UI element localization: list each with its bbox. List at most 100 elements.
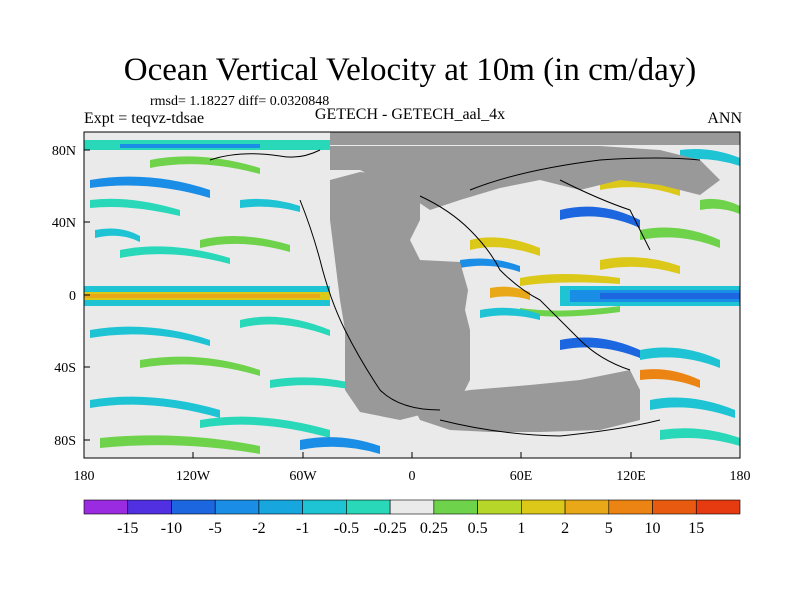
colorbar-box <box>389 499 435 515</box>
colorbar-labels: -15 -10 -5 -2 -1 -0.5 -0.25 0.25 0.5 1 2 5 10 15 <box>117 520 704 537</box>
land-region <box>330 172 470 420</box>
velocity-bands <box>84 140 740 454</box>
colorbar-label: -2 <box>252 520 265 537</box>
colorbar-box <box>171 499 216 515</box>
colorbar-box <box>127 499 172 515</box>
field-band <box>150 156 260 174</box>
colorbar-label: 2 <box>561 520 569 537</box>
field-band <box>560 337 640 358</box>
coastlines <box>209 149 701 437</box>
field-band <box>480 307 540 320</box>
colorbar-box <box>477 499 522 515</box>
colorbar-label: 1 <box>517 520 525 537</box>
colorbar-label: -10 <box>161 520 182 537</box>
season-label: ANN <box>707 110 742 127</box>
x-tick-label: 60E <box>510 469 533 484</box>
field-band <box>490 286 530 300</box>
colorbar-box <box>608 499 653 515</box>
colorbar-box <box>695 499 741 515</box>
colorbar-box <box>346 499 391 515</box>
colorbar-label: -15 <box>117 520 138 537</box>
field-band <box>240 198 300 212</box>
colorbar-box <box>258 499 303 515</box>
field-band <box>84 294 320 298</box>
field-band <box>84 286 330 292</box>
field-band <box>600 293 740 299</box>
land-region <box>410 370 640 432</box>
y-axis <box>84 149 90 441</box>
x-tick-label: 0 <box>409 469 416 484</box>
land-region <box>330 132 740 145</box>
field-band <box>600 257 680 274</box>
colorbar-label: -0.25 <box>373 520 406 537</box>
colorbar-box <box>214 499 260 515</box>
model-label: GETECH - GETECH_aal_4x <box>314 106 506 123</box>
field-band <box>300 437 380 454</box>
field-band <box>640 227 720 248</box>
field-band <box>660 428 740 446</box>
x-tick-label: 180 <box>730 469 751 484</box>
field-band <box>200 416 330 438</box>
field-band <box>520 274 620 286</box>
field-band <box>680 149 740 166</box>
colorbar-box <box>564 499 610 515</box>
x-tick-label: 120W <box>176 469 211 484</box>
colorbar-label: -5 <box>209 520 222 537</box>
coastline <box>299 199 441 411</box>
field-band <box>95 228 140 242</box>
field-band <box>460 258 520 272</box>
land-region <box>330 146 720 210</box>
y-tick-label: 40N <box>52 216 76 231</box>
x-axis <box>83 452 741 458</box>
field-band <box>90 198 180 216</box>
colorbar <box>83 499 741 515</box>
stats-line: rmsd= 1.18227 diff= 0.0320848 <box>150 94 330 109</box>
field-band <box>90 326 210 346</box>
field-band <box>120 144 260 148</box>
colorbar-label: 0.5 <box>468 520 488 537</box>
colorbar-label: -0.5 <box>334 520 359 537</box>
coastline <box>439 419 661 437</box>
coastline <box>559 179 651 251</box>
y-tick-label: 80S <box>54 434 76 449</box>
colorbar-label: 0.25 <box>420 520 448 537</box>
coastline <box>469 157 701 191</box>
colorbar-box <box>83 499 129 515</box>
colorbar-box <box>302 499 347 515</box>
field-band <box>120 246 230 264</box>
x-tick-label: 60W <box>289 469 317 484</box>
experiment-label: Expt = teqvz-tdsae <box>84 110 205 127</box>
field-band <box>640 347 720 368</box>
field-band <box>240 316 330 336</box>
colorbar-box <box>652 499 697 515</box>
land-mask <box>330 132 740 432</box>
field-band <box>100 435 260 454</box>
field-band <box>640 369 700 388</box>
colorbar-label: 10 <box>645 520 661 537</box>
figure-title: Ocean Vertical Velocity at 10m (in cm/da… <box>123 52 697 88</box>
y-tick-label: 80N <box>52 144 76 159</box>
colorbar-box <box>521 499 566 515</box>
map-field <box>84 132 740 458</box>
field-band <box>90 396 220 418</box>
colorbar-label: -1 <box>296 520 309 537</box>
coastline <box>209 149 321 161</box>
field-band <box>700 198 740 214</box>
colorbar-label: 15 <box>688 520 704 537</box>
field-band <box>140 356 260 376</box>
field-band <box>90 176 210 198</box>
colorbar-box <box>433 499 478 515</box>
x-tick-label: 180 <box>74 469 95 484</box>
colorbar-label: 5 <box>605 520 613 537</box>
coastline <box>419 195 631 371</box>
field-band <box>470 237 540 256</box>
x-tick-label: 120E <box>616 469 646 484</box>
field-band <box>200 236 290 252</box>
y-tick-label: 0 <box>69 289 76 304</box>
y-tick-label: 40S <box>54 361 76 376</box>
field-band <box>650 397 735 418</box>
field-band <box>560 206 640 228</box>
field-band <box>84 300 330 306</box>
field-band <box>520 306 620 317</box>
